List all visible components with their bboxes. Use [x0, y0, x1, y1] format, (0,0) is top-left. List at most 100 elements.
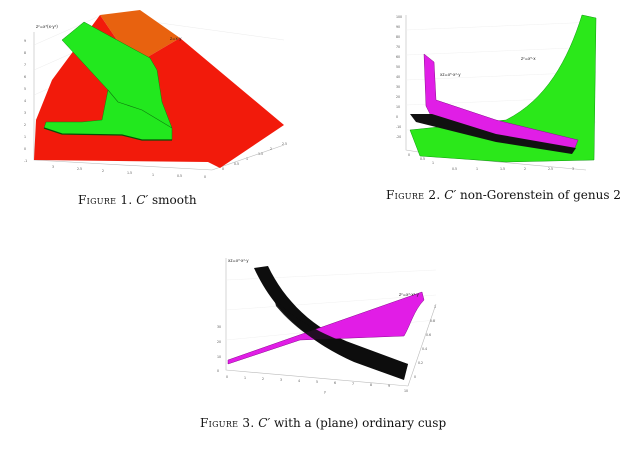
figure-3-left-ticks: 30 20 10 0: [217, 325, 221, 373]
svg-text:1: 1: [246, 157, 248, 161]
svg-text:-10: -10: [396, 125, 401, 129]
svg-text:1: 1: [24, 135, 26, 139]
svg-text:7: 7: [24, 63, 26, 67]
svg-text:0.6: 0.6: [426, 333, 431, 337]
svg-text:-20: -20: [396, 135, 401, 139]
figure-1-surface-label-2: z=x·y: [170, 36, 182, 41]
svg-text:1: 1: [434, 305, 436, 309]
svg-text:1: 1: [432, 161, 434, 165]
figure-2-right-ticks: 0 0.5 1: [408, 153, 434, 165]
svg-text:1.5: 1.5: [258, 152, 263, 156]
svg-text:0.5: 0.5: [234, 162, 239, 166]
svg-text:2: 2: [262, 377, 264, 381]
figure-1-caption-text: smooth: [152, 193, 197, 207]
figure-2-surface-label-2: z²=x⁵·x: [521, 56, 536, 61]
figure-3: xz=x³·x²·y z²=x²·x²·y 30 20 10 0 0 1 2 3…: [214, 240, 454, 400]
svg-text:30: 30: [217, 325, 221, 329]
figure-3-surface-label-1: xz=x³·x²·y: [228, 258, 249, 263]
svg-text:0: 0: [408, 153, 410, 157]
svg-text:20: 20: [217, 340, 221, 344]
figure-2-plot: xz=x⁵·x²·y z²=x⁵·x 100 90 80 70 60 50 40…: [396, 14, 597, 171]
figure-2-caption-label: Figure 2.: [386, 188, 441, 202]
figure-1-caption-label: Figure 1.: [78, 193, 133, 207]
figure-1-right-ticks: 0 0.5 1 1.5 2 2.5: [222, 142, 287, 171]
svg-text:0.5: 0.5: [420, 157, 425, 161]
svg-text:70: 70: [396, 45, 400, 49]
figure-3-right-ticks: 0 0.2 0.4 0.6 0.8 1: [414, 305, 436, 379]
svg-text:50: 50: [396, 65, 400, 69]
figure-2-caption-math: C′: [444, 188, 457, 202]
figure-3-axis-letter: y: [324, 390, 326, 394]
figure-2-caption-text: non-Gorenstein of genus 2: [460, 188, 621, 202]
figure-1: z²=x³(x-y²) z=x·y 9 8 7 6 5 4 3 2 1 0 -1…: [22, 10, 292, 180]
svg-text:4: 4: [24, 99, 26, 103]
svg-text:80: 80: [396, 35, 400, 39]
magenta-surface: [227, 291, 425, 365]
svg-text:0: 0: [396, 115, 398, 119]
svg-text:4: 4: [298, 379, 300, 383]
svg-text:3: 3: [280, 378, 282, 382]
svg-text:2: 2: [524, 167, 526, 171]
figure-1-bottom-ticks: 3 2.5 2 1.5 1 0.5 0: [52, 165, 206, 179]
svg-text:40: 40: [396, 75, 400, 79]
svg-text:2.5: 2.5: [548, 167, 553, 171]
figure-1-surface-label-1: z²=x³(x-y²): [36, 24, 58, 29]
svg-text:-1: -1: [24, 159, 27, 163]
figure-3-caption-math: C′: [258, 416, 271, 430]
svg-text:90: 90: [396, 25, 400, 29]
svg-text:10: 10: [404, 389, 408, 393]
svg-text:0.8: 0.8: [430, 319, 435, 323]
svg-text:0: 0: [217, 369, 219, 373]
figure-3-plot: xz=x³·x²·y z²=x²·x²·y 30 20 10 0 0 1 2 3…: [217, 258, 437, 394]
svg-text:0: 0: [414, 375, 416, 379]
figure-1-left-ticks: 9 8 7 6 5 4 3 2 1 0 -1: [24, 39, 27, 163]
svg-text:6: 6: [24, 75, 26, 79]
svg-text:9: 9: [388, 384, 390, 388]
figure-2-caption: Figure 2. C′ non-Gorenstein of genus 2: [386, 188, 621, 202]
figure-2-left-ticks: 100 90 80 70 60 50 40 30 20 10 0 -10 -20: [396, 15, 402, 139]
svg-text:0.5: 0.5: [177, 174, 182, 178]
figure-3-caption: Figure 3. C′ with a (plane) ordinary cus…: [200, 416, 446, 430]
svg-text:100: 100: [396, 15, 402, 19]
figure-2: xz=x⁵·x²·y z²=x⁵·x 100 90 80 70 60 50 40…: [396, 10, 606, 175]
figure-1-caption-math: C′: [136, 193, 149, 207]
figure-2-surface-label-1: xz=x⁵·x²·y: [440, 72, 461, 77]
svg-text:0: 0: [24, 147, 26, 151]
svg-text:1.5: 1.5: [127, 171, 132, 175]
svg-text:0.2: 0.2: [418, 361, 423, 365]
svg-text:30: 30: [396, 85, 400, 89]
svg-text:3: 3: [572, 167, 574, 171]
svg-text:2.5: 2.5: [282, 142, 287, 146]
svg-text:5: 5: [316, 380, 318, 384]
svg-text:1: 1: [244, 376, 246, 380]
black-band: [410, 114, 576, 154]
svg-text:0: 0: [204, 175, 206, 179]
figure-3-surface-label-2: z²=x²·x²·y: [399, 292, 420, 297]
svg-text:0.4: 0.4: [422, 347, 427, 351]
svg-text:9: 9: [24, 39, 26, 43]
svg-text:0: 0: [226, 375, 228, 379]
svg-text:6: 6: [334, 381, 336, 385]
figure-1-plot: z²=x³(x-y²) z=x·y 9 8 7 6 5 4 3 2 1 0 -1…: [24, 10, 287, 179]
svg-text:60: 60: [396, 55, 400, 59]
figure-3-bottom-ticks: 0 1 2 3 4 5 6 7 8 9 10: [226, 375, 408, 393]
svg-text:5: 5: [24, 87, 26, 91]
svg-text:1.5: 1.5: [500, 167, 505, 171]
figure-3-caption-label: Figure 3.: [200, 416, 255, 430]
figure-2-bottom-ticks: 0.5 1 1.5 2 2.5 3: [452, 167, 574, 171]
svg-text:1: 1: [476, 167, 478, 171]
svg-text:3: 3: [24, 111, 26, 115]
svg-text:3: 3: [52, 165, 54, 169]
svg-text:10: 10: [396, 105, 400, 109]
svg-text:2: 2: [270, 147, 272, 151]
svg-text:20: 20: [396, 95, 400, 99]
svg-text:8: 8: [370, 383, 372, 387]
svg-text:2: 2: [24, 123, 26, 127]
svg-text:10: 10: [217, 355, 221, 359]
orange-surface: [100, 10, 180, 65]
svg-text:8: 8: [24, 51, 26, 55]
svg-text:2.5: 2.5: [77, 167, 82, 171]
figure-3-caption-text: with a (plane) ordinary cusp: [274, 416, 447, 430]
svg-text:7: 7: [352, 382, 354, 386]
svg-text:2: 2: [102, 169, 104, 173]
